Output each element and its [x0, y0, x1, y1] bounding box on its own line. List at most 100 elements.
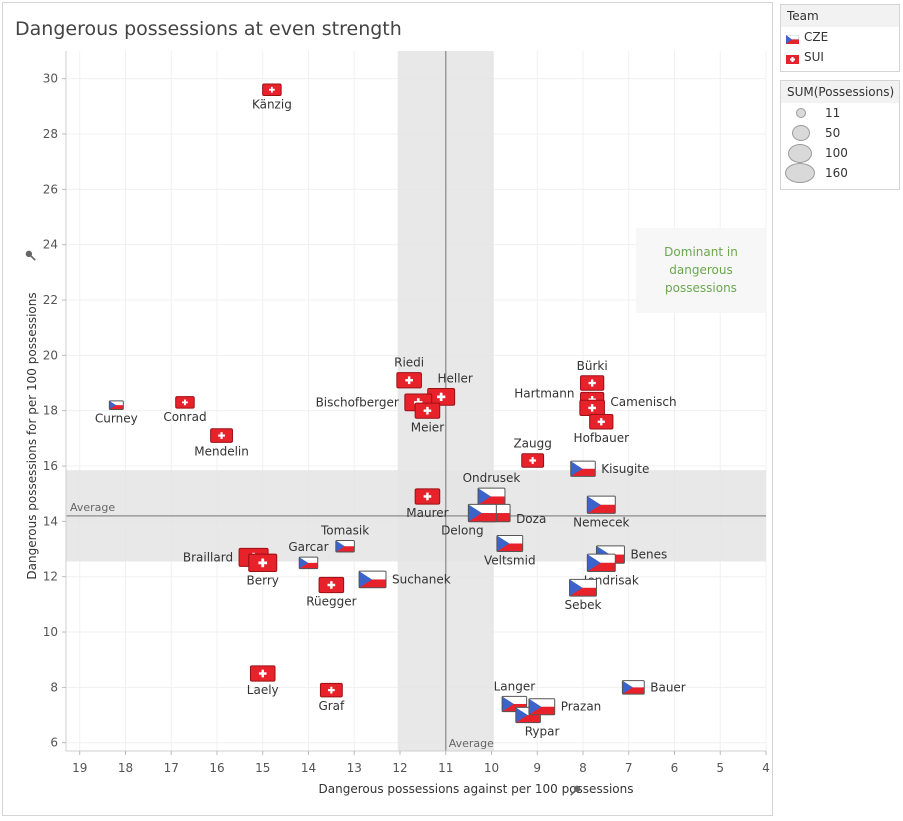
point-label: Curney — [95, 411, 138, 425]
x-tick-label: 7 — [625, 761, 633, 775]
point-label: Sebek — [565, 598, 602, 612]
point-label: Garcar — [288, 540, 328, 554]
legend-label-sui: SUI — [804, 50, 824, 64]
point-label: Doza — [516, 512, 546, 526]
czech-flag-marker — [108, 400, 124, 410]
y-tick-label: 8 — [50, 680, 58, 694]
point-label: Heller — [437, 372, 472, 386]
czech-flag-marker — [358, 570, 387, 589]
czech-flag-marker — [586, 553, 616, 573]
y-tick-label: 10 — [43, 625, 58, 639]
point-label: Conrad — [163, 410, 206, 424]
point-label: Hartmann — [514, 387, 574, 401]
y-axis-title: Dangerous possessions for per 100 posses… — [25, 292, 39, 579]
x-tick-label: 14 — [301, 761, 316, 775]
czech-flag-marker — [298, 556, 319, 570]
czech-flag-marker — [528, 698, 556, 716]
legend-item-sui[interactable]: SUI — [781, 47, 899, 67]
team-legend: Team CZE SUI — [780, 4, 900, 72]
swiss-flag-marker — [248, 553, 278, 573]
point-label: Prazan — [561, 700, 602, 714]
point-label: Kisugite — [601, 462, 649, 476]
point-label: Suchanek — [392, 572, 451, 586]
y-tick-label: 26 — [43, 182, 58, 196]
point-label: Rypar — [525, 725, 560, 739]
czech-flag-marker — [586, 495, 616, 514]
point-label: Tomasik — [320, 524, 369, 538]
x-average-label: Average — [449, 737, 494, 750]
chart-title: Dangerous possessions at even strength — [15, 18, 402, 40]
size-legend-item: 100 — [781, 143, 899, 163]
y-average-label: Average — [70, 501, 115, 514]
point-label: Meier — [411, 420, 444, 434]
czech-flag-marker — [467, 503, 497, 523]
swiss-flag-marker — [579, 399, 605, 417]
point-label: Känzig — [252, 97, 292, 111]
point-label: Veltsmid — [484, 553, 536, 567]
czech-flag-marker — [570, 460, 596, 477]
y-tick-label: 24 — [43, 238, 58, 252]
point-label: Camenisch — [610, 395, 676, 409]
x-tick-label: 15 — [255, 761, 270, 775]
swiss-flag-marker — [262, 83, 282, 96]
x-tick-label: 13 — [347, 761, 362, 775]
x-axis-title: Dangerous possessions against per 100 po… — [319, 782, 634, 796]
size-circle-icon — [788, 144, 812, 163]
czech-flag-marker — [335, 540, 355, 553]
y-tick-label: 28 — [43, 127, 58, 141]
x-tick-label: 5 — [716, 761, 724, 775]
swiss-flag-marker — [249, 665, 276, 682]
pin-icon — [570, 785, 581, 796]
swiss-flag-marker — [175, 396, 195, 409]
swiss-flag-marker — [414, 402, 441, 419]
point-label: Nemecek — [573, 515, 629, 529]
legend-item-cze[interactable]: CZE — [781, 27, 899, 47]
size-legend-item: 11 — [781, 103, 899, 123]
annotation-box — [636, 228, 766, 313]
czech-flag-marker — [621, 680, 645, 695]
czech-flag-icon — [785, 33, 800, 44]
x-tick-label: 11 — [438, 761, 453, 775]
size-legend-label: 11 — [825, 106, 841, 120]
size-legend-title: SUM(Possessions) — [781, 81, 899, 103]
point-label: Graf — [318, 699, 345, 713]
x-tick-label: 19 — [72, 761, 87, 775]
swiss-flag-marker — [319, 682, 343, 698]
scatter-plot: Average Average 19 18 17 16 15 14 13 12 11 10 9 8 7 6 5 4… — [25, 51, 770, 796]
y-tick-label: 22 — [43, 293, 58, 307]
size-legend-item: 50 — [781, 123, 899, 143]
x-tick-label: 18 — [118, 761, 133, 775]
point-label: Langer — [494, 679, 536, 693]
swiss-flag-marker — [580, 375, 605, 391]
point-label: Rüegger — [306, 595, 356, 609]
size-circle-icon — [785, 163, 815, 183]
size-circle-icon — [796, 108, 806, 118]
x-tick-label: 17 — [164, 761, 179, 775]
y-tick-label: 20 — [43, 348, 58, 362]
swiss-flag-marker — [318, 576, 345, 594]
swiss-flag-icon — [786, 53, 799, 64]
point-label: Riedi — [394, 356, 424, 370]
pin-icon — [25, 250, 36, 261]
point-label: Laely — [247, 683, 279, 697]
y-tick-label: 6 — [50, 736, 58, 750]
point-label: Hofbauer — [574, 431, 630, 445]
size-legend: SUM(Possessions) 11 50 100 160 — [780, 80, 900, 190]
annotation-text: Dominant in — [664, 245, 738, 259]
team-legend-title: Team — [781, 5, 899, 27]
czech-flag-marker — [496, 534, 524, 552]
size-legend-label: 160 — [825, 166, 848, 180]
point-label: Delong — [441, 524, 484, 538]
legend-label-cze: CZE — [804, 30, 829, 44]
swiss-flag-marker — [589, 414, 614, 430]
x-tick-label: 4 — [762, 761, 770, 775]
point-label: Ondrusek — [463, 471, 521, 485]
czech-flag-marker — [477, 487, 506, 506]
x-tick-label: 16 — [209, 761, 224, 775]
size-circle-icon — [792, 125, 810, 141]
point-label: Berry — [247, 574, 279, 588]
annotation-text: dangerous — [669, 263, 732, 277]
czech-flag-marker — [569, 578, 597, 597]
y-tick-label: 14 — [43, 514, 58, 528]
swiss-flag-marker — [210, 428, 233, 443]
